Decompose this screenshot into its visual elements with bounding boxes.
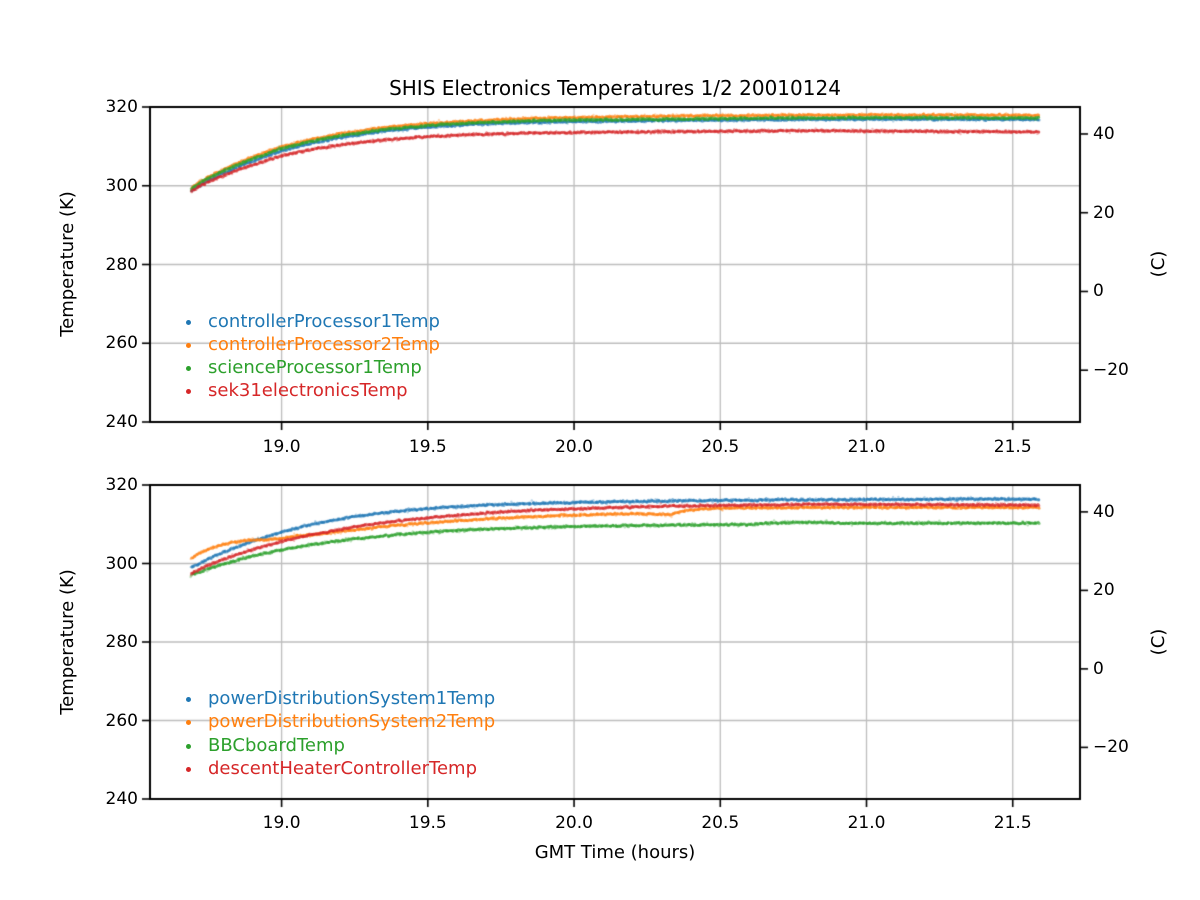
x-tick-label: 21.5 xyxy=(993,437,1032,457)
x-tick-label: 19.5 xyxy=(408,437,447,457)
legend-item: powerDistributionSystem2Temp xyxy=(186,710,495,734)
y-tick-label: 240 xyxy=(105,412,138,432)
y-tick-label: 320 xyxy=(105,475,138,495)
bottom-ylabel: Temperature (K) xyxy=(57,569,78,715)
legend-item: controllerProcessor2Temp xyxy=(186,333,440,357)
legend-label: powerDistributionSystem1Temp xyxy=(208,688,496,709)
right-tick-label: 0 xyxy=(1093,658,1104,679)
legend-dot-icon xyxy=(186,743,191,749)
legend-label: BBCboardTemp xyxy=(208,735,345,756)
legend-dot-icon xyxy=(186,766,191,772)
right-tick-label: −20 xyxy=(1093,737,1129,758)
legend-item: descentHeaterControllerTemp xyxy=(186,757,477,781)
right-tick-label: 40 xyxy=(1093,501,1115,522)
legend-label: scienceProcessor1Temp xyxy=(208,357,422,378)
legend-item: powerDistributionSystem1Temp xyxy=(186,687,495,711)
legend-dot-icon xyxy=(186,696,191,702)
legend-dot-icon xyxy=(186,719,191,725)
x-tick-label: 19.5 xyxy=(408,813,447,833)
x-tick-label: 20.5 xyxy=(701,813,740,833)
x-tick-label: 19.0 xyxy=(262,437,301,457)
legend-item: controllerProcessor1Temp xyxy=(186,310,440,334)
legend-dot-icon xyxy=(186,365,191,371)
y-tick-label: 240 xyxy=(105,789,138,809)
y-tick-label: 300 xyxy=(105,175,138,196)
legend-item: BBCboardTemp xyxy=(186,734,345,758)
x-tick-label: 20.5 xyxy=(701,437,740,457)
y-tick-label: 300 xyxy=(105,553,138,574)
x-tick-label: 21.5 xyxy=(993,813,1032,833)
legend-dot-icon xyxy=(186,388,191,394)
legend-item: sek31electronicsTemp xyxy=(186,379,408,403)
xlabel: GMT Time (hours) xyxy=(534,842,696,863)
top-right-ylabel: (C) xyxy=(1148,250,1169,278)
legend-label: controllerProcessor2Temp xyxy=(208,334,440,355)
legend-label: controllerProcessor1Temp xyxy=(208,311,440,332)
right-tick-label: 0 xyxy=(1093,281,1104,302)
y-tick-label: 280 xyxy=(105,632,138,652)
top-ylabel: Temperature (K) xyxy=(57,191,78,337)
x-tick-label: 19.0 xyxy=(262,813,301,833)
legend-dot-icon xyxy=(186,342,191,348)
y-tick-label: 320 xyxy=(105,97,138,117)
legend-label: sek31electronicsTemp xyxy=(208,380,408,401)
legend-label: powerDistributionSystem2Temp xyxy=(208,711,496,732)
figure-title: SHIS Electronics Temperatures 1/2 200101… xyxy=(389,76,841,100)
right-tick-label: 40 xyxy=(1093,123,1115,144)
right-tick-label: −20 xyxy=(1093,360,1129,381)
x-tick-label: 20.0 xyxy=(555,813,593,833)
y-tick-label: 260 xyxy=(105,710,138,731)
legend-label: descentHeaterControllerTemp xyxy=(208,758,477,779)
x-tick-label: 20.0 xyxy=(555,437,593,457)
legend-item: scienceProcessor1Temp xyxy=(186,356,422,380)
y-tick-label: 260 xyxy=(105,333,138,354)
right-tick-label: 20 xyxy=(1093,580,1115,601)
right-tick-label: 20 xyxy=(1093,202,1115,223)
x-tick-label: 21.0 xyxy=(847,437,886,457)
x-tick-label: 21.0 xyxy=(847,813,886,833)
y-tick-label: 280 xyxy=(105,254,138,275)
bottom-right-ylabel: (C) xyxy=(1148,628,1169,656)
legend-dot-icon xyxy=(186,319,191,325)
